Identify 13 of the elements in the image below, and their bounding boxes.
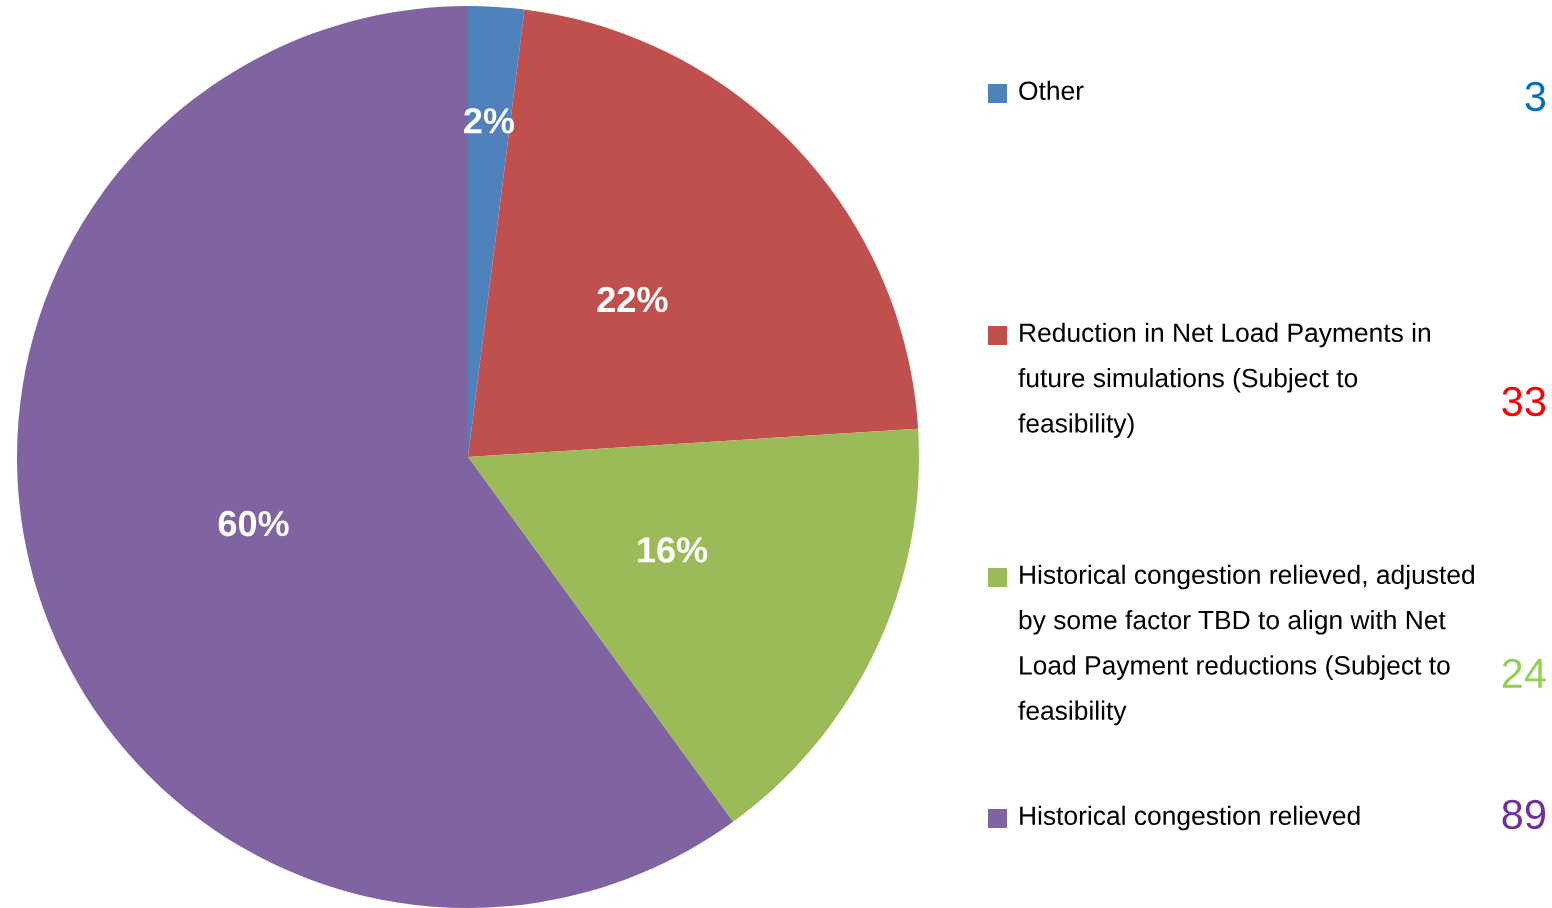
legend-label: Reduction in Net Load Payments in future simulations (Subject to feasibility) xyxy=(1018,322,1430,438)
data-label: 16% xyxy=(638,537,708,563)
text: 33 xyxy=(1502,386,1546,417)
text: 3 xyxy=(1525,81,1546,112)
data-label: 60% xyxy=(218,510,289,537)
text: 24 xyxy=(1502,658,1546,688)
legend-label: Historical congestion relieved xyxy=(1020,805,1360,831)
text: 89 xyxy=(1502,799,1546,830)
legend-label: Other xyxy=(1019,80,1084,101)
data-label: 22% xyxy=(597,286,668,313)
legend-label: Historical congestion relieved, adjusted by some factor TBD to align with Net Load Payment reductions (Subject to feasibility xyxy=(1018,564,1474,726)
pie-slice xyxy=(17,6,734,908)
pie-slice xyxy=(468,428,919,822)
